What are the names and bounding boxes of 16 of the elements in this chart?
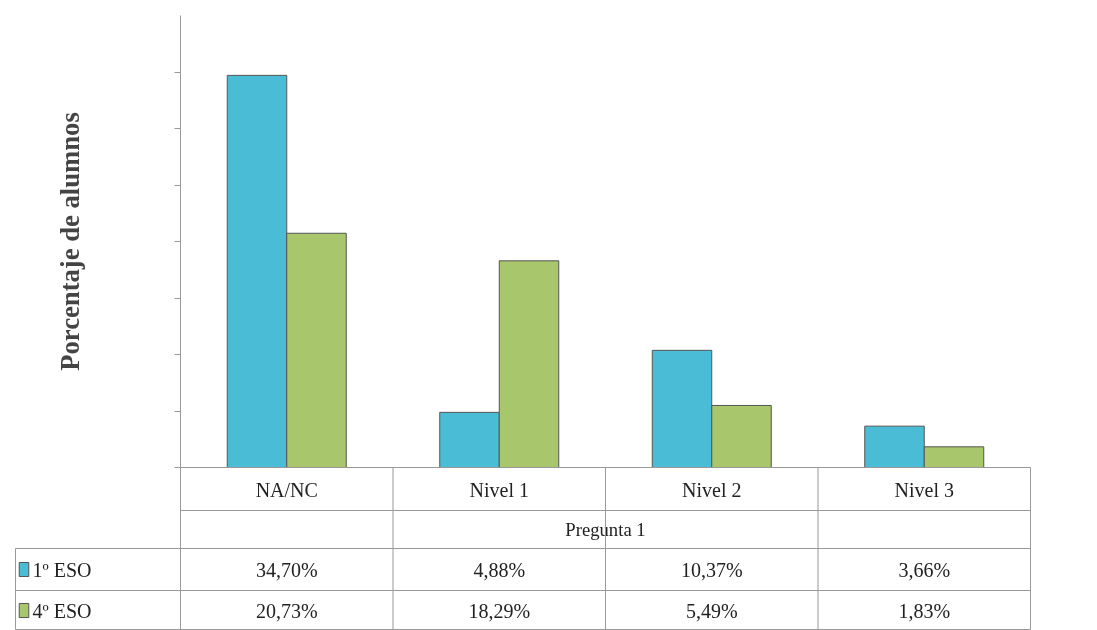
data-label: 4,88% [473,558,526,581]
data-label: 20,73% [255,599,318,622]
legend-label: 4º ESO [32,599,92,622]
x-tick-label: Nivel 3 [894,478,954,501]
data-label: 1,83% [898,599,951,622]
data-label: 3,66% [898,558,951,581]
data-label: 18,29% [468,599,531,622]
y-axis-title: Porcentaje de alumnos [54,112,85,371]
data-label: 5,49% [685,599,738,622]
data-label: 34,70% [255,558,318,581]
x-tick-label: Nivel 2 [682,478,742,501]
x-tick-label: Nivel 1 [469,478,529,501]
x-tick-label: NA/NC [255,478,318,501]
legend-label: 1º ESO [32,558,92,581]
data-label: 10,37% [680,558,743,581]
x-axis-title: Pregunta 1 [565,519,646,540]
